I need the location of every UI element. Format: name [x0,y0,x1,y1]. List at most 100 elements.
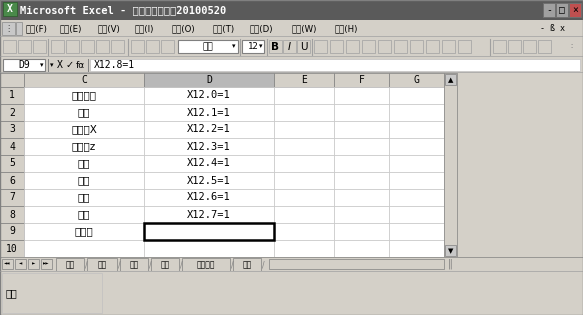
Text: 加工中心: 加工中心 [196,260,215,269]
Bar [0,73,444,87]
Bar [389,104,444,121]
Text: 编辑(E): 编辑(E) [60,24,82,33]
Bar [274,155,334,172]
Bar [283,40,296,53]
Bar [274,223,334,240]
Bar [274,206,334,223]
Bar [90,59,580,71]
Bar [18,40,31,53]
Bar [269,40,282,53]
Text: ⋮: ⋮ [4,24,13,33]
Bar [161,40,174,53]
Bar [458,40,471,53]
Bar [144,73,274,87]
Bar [144,121,274,138]
Bar [0,257,583,271]
Bar [151,258,179,271]
Text: 窗口(W): 窗口(W) [292,24,317,33]
Bar [120,258,148,271]
Text: D9: D9 [18,60,30,70]
Bar [144,206,274,223]
Bar [334,104,389,121]
Bar [334,155,389,172]
Bar [24,87,144,104]
Text: B: B [272,42,279,51]
Bar [178,40,238,53]
Bar [378,40,391,53]
Bar [66,40,79,53]
Bar [2,22,15,35]
Bar [41,259,52,269]
Text: C: C [81,75,87,85]
Text: 4: 4 [9,141,15,152]
Text: 格式(O): 格式(O) [172,24,196,33]
Text: X12.3=1: X12.3=1 [187,141,231,152]
Bar [389,155,444,172]
Bar [274,189,334,206]
Bar [0,271,583,315]
Text: 文件(F): 文件(F) [26,24,48,33]
Text: ‖: ‖ [448,259,453,269]
Text: 銃床: 銃床 [97,260,107,269]
Bar [334,206,389,223]
Text: ►: ► [32,261,35,266]
Bar [96,40,109,53]
Text: 冷却: 冷却 [78,175,90,186]
Text: X12.7=1: X12.7=1 [187,209,231,220]
Bar [274,138,334,155]
Bar [334,121,389,138]
Text: 7: 7 [9,192,15,203]
Text: Microsoft Excel - 机床设置信息表20100520: Microsoft Excel - 机床设置信息表20100520 [20,5,226,15]
Text: 6: 6 [9,175,15,186]
Bar [0,104,24,121]
Text: - ß x: - ß x [540,24,565,33]
Bar [0,121,24,138]
Bar [144,189,274,206]
Bar [543,3,555,17]
Text: 数据(D): 数据(D) [250,24,273,33]
Text: ▲: ▲ [448,77,453,83]
Text: □: □ [559,5,565,15]
Bar [297,40,310,53]
Text: ∶: ∶ [570,42,572,51]
Bar [144,138,274,155]
Text: X12.4=1: X12.4=1 [187,158,231,169]
Bar [334,73,389,87]
Bar [493,40,506,53]
Text: 车床: 车床 [65,260,75,269]
Bar [144,104,274,121]
Text: X12.5=1: X12.5=1 [187,175,231,186]
Bar [334,189,389,206]
Bar [0,0,583,20]
Text: ▼: ▼ [448,248,453,254]
Text: X12.8=1: X12.8=1 [187,226,231,237]
Text: /: / [85,260,87,269]
Bar [556,3,568,17]
Bar [0,138,24,155]
Text: /: / [180,260,182,269]
Text: X12.6=1: X12.6=1 [187,192,231,203]
Bar [274,172,334,189]
Bar [0,155,24,172]
Bar [3,59,45,71]
Bar [274,87,334,104]
Text: ×: × [572,5,578,15]
Bar [0,57,583,73]
Text: 排屑: 排屑 [78,192,90,203]
Text: 编辑: 编辑 [6,288,17,298]
Text: ▾: ▾ [232,43,236,49]
Text: X12.2=1: X12.2=1 [187,124,231,135]
Text: 视图(V): 视图(V) [98,24,121,33]
Bar [24,138,144,155]
Text: 工具(T): 工具(T) [213,24,235,33]
Bar [144,223,274,240]
Bar [334,223,389,240]
Text: 刀架: 刀架 [78,158,90,169]
Bar [346,40,359,53]
Text: ►►: ►► [43,261,50,266]
Bar [445,74,456,85]
Bar [24,189,144,206]
Bar [233,258,261,271]
Bar [274,73,334,87]
Bar [269,259,444,269]
